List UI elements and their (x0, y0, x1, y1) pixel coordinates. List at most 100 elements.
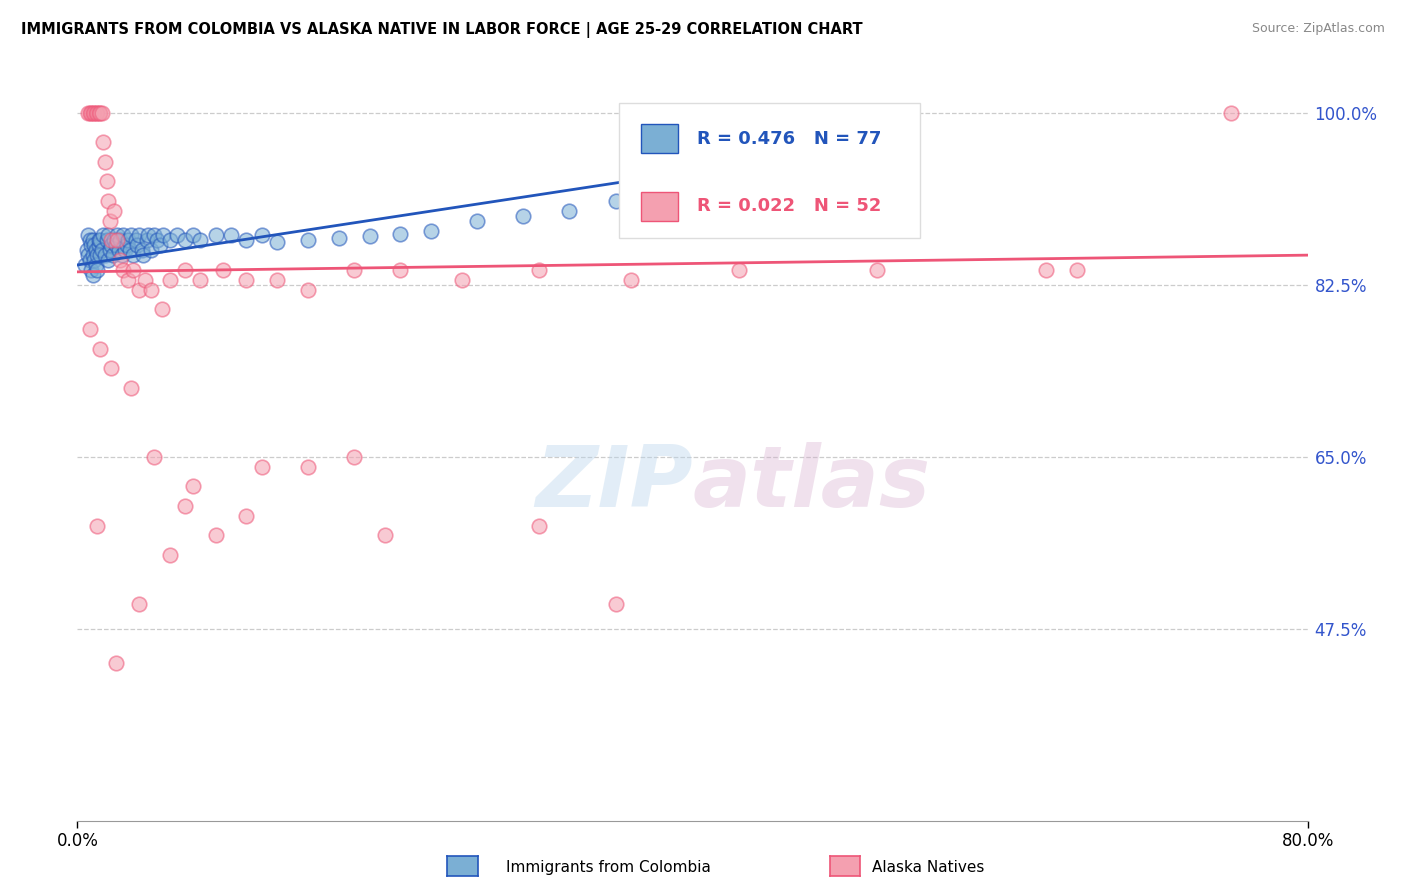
Point (651, 189, 673, 203)
Point (83, 253, 105, 268)
Point (174, 499, 197, 513)
FancyBboxPatch shape (641, 192, 678, 220)
Point (219, 228, 242, 243)
Point (98, 213, 121, 227)
Point (87, 105, 110, 120)
Point (141, 244, 163, 258)
Point (204, 228, 226, 243)
Point (125, 233, 148, 247)
FancyBboxPatch shape (619, 103, 920, 237)
Point (120, 381, 142, 395)
Point (204, 528, 226, 542)
Point (73, 258, 96, 272)
Point (150, 302, 173, 317)
Point (84, 244, 107, 258)
Point (97, 194, 120, 208)
Point (82, 268, 104, 282)
Point (558, 203, 581, 218)
Text: atlas: atlas (693, 442, 931, 524)
Point (90, 105, 114, 120)
Point (86, 248, 108, 262)
Text: Immigrants from Colombia: Immigrants from Colombia (506, 860, 711, 874)
Point (166, 228, 188, 243)
Point (450, 273, 472, 287)
Point (143, 228, 166, 243)
Point (866, 263, 889, 277)
Point (297, 459, 319, 474)
Point (1066, 263, 1088, 277)
Point (114, 244, 136, 258)
Point (83, 238, 105, 252)
Point (527, 518, 550, 533)
Point (235, 233, 257, 247)
Point (149, 238, 172, 252)
Point (84, 105, 107, 120)
Point (110, 233, 132, 247)
Point (76, 244, 98, 258)
Point (79, 253, 101, 268)
Point (103, 203, 125, 218)
Point (97, 253, 120, 268)
Point (146, 233, 169, 247)
Point (87, 233, 110, 247)
Point (100, 233, 122, 247)
Point (328, 231, 350, 245)
Point (343, 450, 366, 464)
Point (711, 164, 734, 178)
Point (117, 273, 139, 287)
FancyBboxPatch shape (641, 124, 678, 153)
Point (343, 263, 366, 277)
Point (127, 238, 149, 252)
Point (420, 223, 443, 237)
Point (112, 263, 135, 277)
Point (84, 258, 107, 272)
Point (89, 248, 111, 262)
Point (112, 228, 135, 243)
Text: R = 0.476   N = 77: R = 0.476 N = 77 (697, 129, 882, 148)
Point (111, 248, 134, 262)
Point (250, 459, 273, 474)
Text: Source: ZipAtlas.com: Source: ZipAtlas.com (1251, 22, 1385, 36)
Point (80, 238, 103, 252)
Point (104, 238, 127, 252)
Point (159, 273, 181, 287)
Point (115, 238, 138, 252)
Point (181, 479, 204, 493)
Point (121, 248, 143, 262)
Point (98, 244, 121, 258)
Point (118, 244, 141, 258)
Point (100, 238, 122, 252)
Point (374, 528, 396, 542)
Point (152, 228, 174, 243)
Point (266, 273, 288, 287)
Text: IMMIGRANTS FROM COLOMBIA VS ALASKA NATIVE IN LABOR FORCE | AGE 25-29 CORRELATION: IMMIGRANTS FROM COLOMBIA VS ALASKA NATIV… (21, 22, 863, 38)
Point (1219, 105, 1241, 120)
Point (96, 233, 118, 247)
Point (103, 233, 125, 247)
Point (128, 597, 150, 611)
Point (235, 273, 257, 287)
Point (121, 263, 143, 277)
Point (188, 233, 212, 247)
Point (128, 283, 150, 297)
Point (465, 213, 488, 227)
Point (94, 248, 117, 262)
Point (86, 105, 108, 120)
Point (93, 228, 115, 243)
Point (682, 184, 704, 198)
Text: R = 0.022   N = 52: R = 0.022 N = 52 (697, 197, 882, 215)
Point (97, 228, 120, 243)
Point (89, 342, 111, 356)
Point (100, 361, 122, 376)
Point (188, 273, 212, 287)
Point (297, 283, 319, 297)
Point (1035, 263, 1057, 277)
Point (86, 263, 108, 277)
Point (389, 227, 412, 242)
Point (512, 209, 534, 223)
Point (86, 518, 108, 533)
Point (527, 263, 550, 277)
Point (110, 253, 132, 268)
Point (77, 248, 100, 262)
Point (89, 105, 111, 120)
